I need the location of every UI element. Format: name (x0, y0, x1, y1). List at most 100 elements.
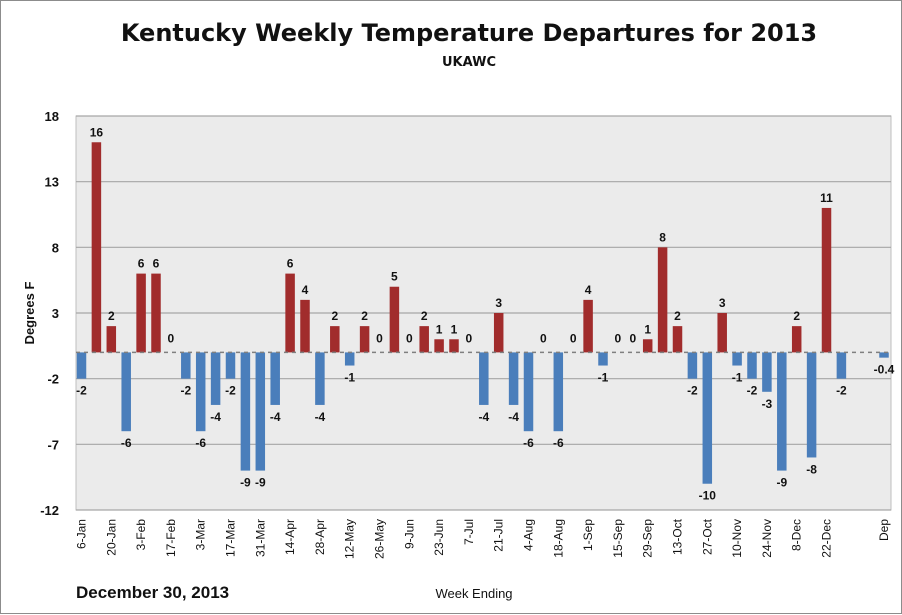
chart-subtitle: UKAWC (442, 55, 496, 70)
bar (106, 326, 117, 353)
data-label: 0 (406, 331, 413, 345)
data-label: 16 (90, 125, 104, 139)
x-tick-label: 28-Apr (313, 519, 327, 555)
bar (449, 339, 459, 353)
y-tick-labels: 18 13 8 3 -2 -7 -12 (40, 109, 59, 518)
data-label: 11 (820, 191, 833, 205)
bar (777, 352, 787, 471)
bar (747, 352, 757, 379)
data-label: -4 (210, 410, 221, 424)
data-label: -2 (687, 384, 698, 398)
data-label: 3 (719, 296, 726, 310)
data-label: 2 (108, 309, 115, 323)
bar (657, 247, 668, 353)
data-label: 5 (391, 270, 398, 284)
x-tick-label: Dep (877, 519, 891, 541)
data-label: -2 (836, 384, 847, 398)
bar (702, 352, 713, 484)
bar (434, 339, 444, 353)
bar (76, 352, 87, 379)
data-label: 0 (615, 331, 622, 345)
x-tick-label: 20-Jan (104, 519, 118, 556)
data-label: -3 (762, 397, 773, 411)
y-axis-title: Degrees F (22, 282, 37, 345)
data-label: 2 (793, 309, 800, 323)
data-label: -1 (598, 371, 609, 385)
y-tick-label: 18 (45, 109, 59, 124)
bar (821, 207, 832, 353)
bar (419, 326, 429, 353)
data-label: -10 (699, 489, 717, 503)
data-label: 1 (451, 322, 458, 336)
x-tick-label: 27-Oct (700, 518, 714, 555)
bar (91, 142, 102, 353)
x-tick-label: 3-Feb (134, 519, 148, 551)
x-tick-label: 24-Nov (760, 519, 774, 558)
data-label: 2 (674, 309, 681, 323)
bar (598, 352, 608, 366)
data-label: 1 (436, 322, 443, 336)
data-label: -6 (121, 436, 132, 450)
bar (493, 313, 504, 353)
x-tick-label: 18-Aug (551, 519, 565, 558)
bar (508, 352, 519, 405)
bar (181, 352, 191, 379)
data-label: -8 (806, 462, 817, 476)
x-tick-label: 12-May (343, 519, 357, 559)
bar (879, 352, 889, 358)
bar (583, 299, 593, 353)
data-label: -6 (523, 436, 534, 450)
x-tick-label: 23-Jun (432, 519, 446, 556)
data-label: 0 (629, 331, 636, 345)
bar (717, 313, 727, 353)
data-label: 4 (585, 283, 592, 297)
data-label: -4 (508, 410, 519, 424)
y-tick-label: -2 (47, 372, 59, 387)
data-label: 4 (302, 283, 309, 297)
data-label: 6 (287, 257, 294, 271)
bar (300, 299, 310, 353)
bar (672, 326, 683, 353)
bar (836, 352, 847, 379)
x-tick-label: 31-Mar (253, 519, 267, 557)
x-tick-label: 21-Jul (492, 519, 506, 552)
data-label: -4 (478, 410, 489, 424)
x-tick-label: 7-Jul (462, 519, 476, 545)
x-tick-label: 17-Feb (164, 519, 178, 557)
data-label: 0 (570, 331, 577, 345)
data-label: -9 (255, 476, 266, 490)
chart-title: Kentucky Weekly Temperature Departures f… (121, 19, 817, 47)
x-tick-label: 14-Apr (283, 519, 297, 555)
bar (285, 273, 295, 353)
data-label: -1 (732, 371, 743, 385)
data-label: 0 (540, 331, 547, 345)
bar (359, 326, 370, 353)
bar (687, 352, 698, 379)
data-label: -0.4 (874, 363, 895, 377)
bar (330, 326, 340, 353)
bar (732, 352, 742, 366)
bar (240, 352, 251, 471)
bar (523, 352, 534, 432)
bar (210, 352, 221, 405)
bar (270, 352, 280, 405)
y-tick-label: -7 (47, 437, 59, 452)
data-label: 8 (659, 230, 666, 244)
bar (195, 352, 206, 432)
y-tick-label: -12 (40, 503, 59, 518)
data-label: 2 (421, 309, 428, 323)
x-tick-label: 9-Jun (402, 519, 416, 549)
bar (791, 326, 802, 353)
bar (762, 352, 772, 392)
data-label: 0 (376, 331, 383, 345)
data-label: -2 (747, 384, 758, 398)
data-label: 2 (331, 309, 338, 323)
x-tick-label: 10-Nov (730, 519, 744, 558)
data-label: -2 (180, 384, 191, 398)
data-label: 6 (153, 257, 160, 271)
x-tick-label: 6-Jan (75, 519, 89, 549)
bar (344, 352, 355, 366)
bar (642, 339, 653, 353)
